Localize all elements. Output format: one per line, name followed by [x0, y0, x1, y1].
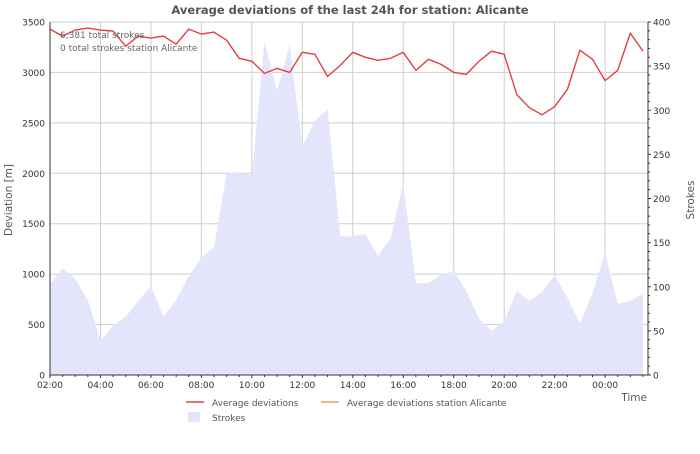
y-tick-label: 500	[28, 321, 45, 331]
x-tick-label: 22:00	[542, 381, 568, 391]
x-tick-label: 00:00	[592, 381, 618, 391]
x-tick-label: 16:00	[390, 381, 416, 391]
legend: Average deviations Average deviations st…	[186, 399, 507, 424]
chart-title: Average deviations of the last 24h for s…	[171, 3, 528, 17]
x-tick-label: 20:00	[491, 381, 517, 391]
legend-label-average-deviations: Average deviations	[212, 399, 299, 409]
y-tick-label: 3500	[22, 19, 45, 29]
x-axis-label: Time	[620, 392, 647, 404]
y2-tick-label: 400	[653, 19, 670, 29]
y2-tick-label: 100	[653, 283, 670, 293]
y2-tick-label: 350	[653, 63, 670, 73]
y2-tick-label: 150	[653, 239, 670, 249]
strokes-area	[50, 42, 643, 376]
y-tick-label: 3000	[22, 69, 45, 79]
y-tick-label: 1000	[22, 271, 45, 281]
x-tick-label: 02:00	[37, 381, 63, 391]
strokes-area-layer	[50, 42, 643, 376]
x-tick-label: 12:00	[289, 381, 315, 391]
y2-tick-label: 300	[653, 107, 670, 117]
x-tick-label: 14:00	[340, 381, 366, 391]
x-tick-label: 18:00	[441, 381, 467, 391]
annotation-station-strokes: 0 total strokes station Alicante	[60, 44, 198, 54]
x-tick-label: 10:00	[239, 381, 265, 391]
axes	[49, 21, 651, 378]
x-tick-label: 06:00	[138, 381, 164, 391]
y-tick-label: 2000	[22, 170, 45, 180]
y2-tick-label: 200	[653, 195, 670, 205]
deviation-line-layer	[49, 27, 644, 116]
y-axis-label: Deviation [m]	[3, 164, 15, 236]
tick-labels: 0 500 1000 1500 2000 2500 3000 3500 0 50 100 150 200…	[22, 19, 670, 392]
y2-tick-label: 250	[653, 151, 670, 161]
x-tick-label: 08:00	[188, 381, 214, 391]
y-tick-label: 2500	[22, 119, 45, 129]
x-tick-label: 04:00	[87, 381, 113, 391]
annotation-total-strokes: 6,381 total strokes	[60, 31, 145, 41]
y-tick-label: 0	[39, 372, 45, 382]
y-tick-label: 1500	[22, 220, 45, 230]
y2-axis-label: Strokes	[685, 181, 697, 220]
legend-label-station-deviations: Average deviations station Alicante	[347, 399, 507, 409]
legend-label-strokes: Strokes	[212, 414, 246, 424]
average-deviations-line	[49, 27, 644, 116]
legend-swatch-strokes	[188, 412, 200, 422]
y2-tick-label: 0	[653, 372, 659, 382]
y2-tick-label: 50	[653, 327, 665, 337]
